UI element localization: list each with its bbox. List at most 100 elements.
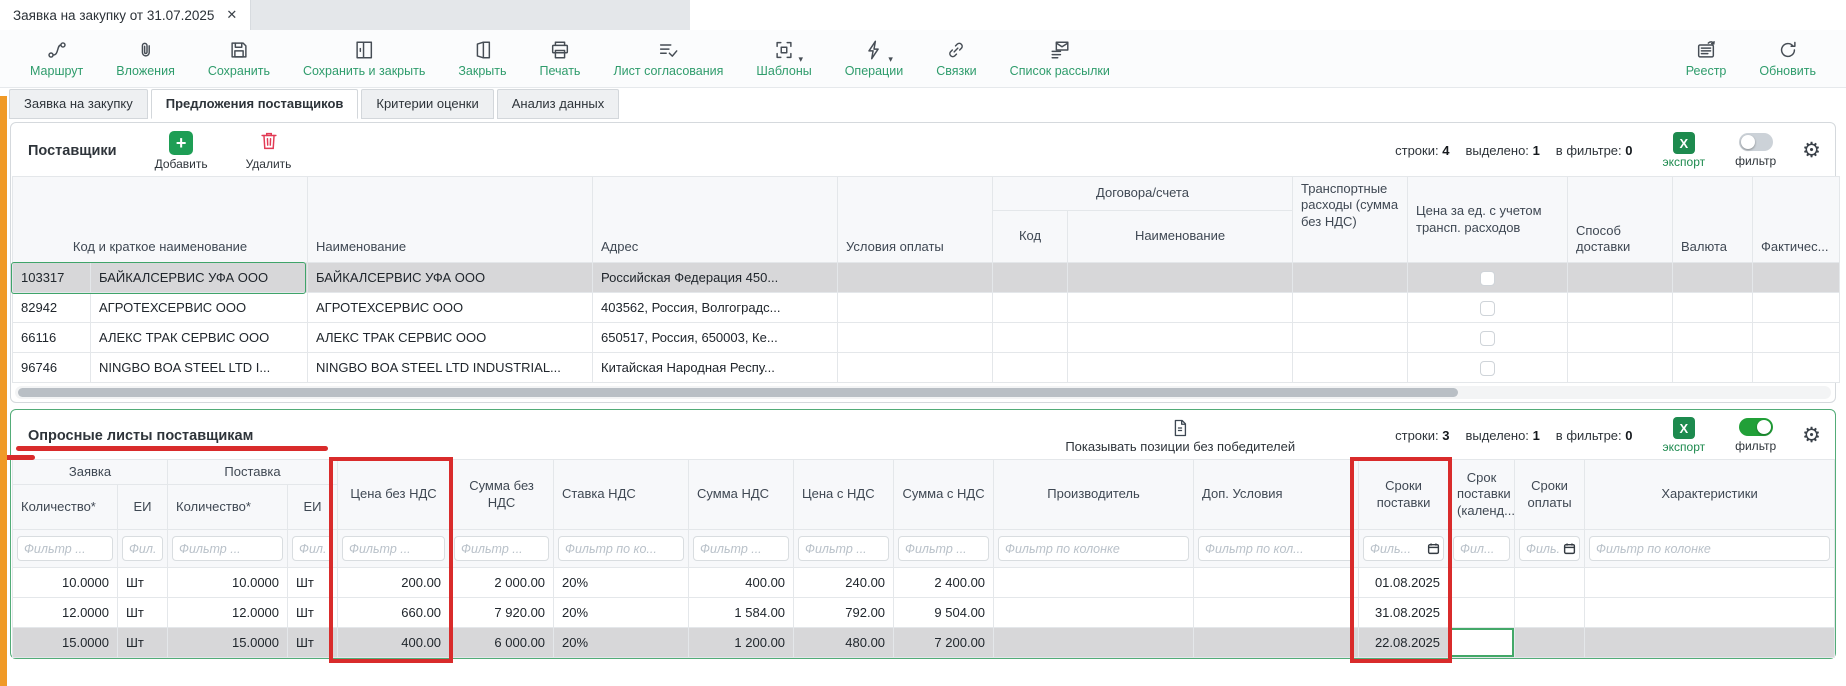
cell-code[interactable]: 96746 [12,352,91,383]
cell-sum-with-vat[interactable]: 7 200.00 [893,627,995,658]
toolbar-print-button[interactable]: Печать [540,39,580,78]
cell-address[interactable]: 650517, Россия, 650003, Ке... [592,322,838,353]
cell-delivery-term-calendar-focused[interactable] [1448,627,1516,658]
toolbar-route-button[interactable]: Маршрут [30,39,83,78]
cell-currency[interactable] [1672,352,1753,383]
cell-delivery-method[interactable] [1567,322,1673,353]
cell-vat-rate[interactable]: 20% [553,567,690,598]
cell-sum-with-vat[interactable]: 9 504.00 [893,597,995,628]
cell-vat-sum[interactable]: 400.00 [688,567,795,598]
checkbox[interactable] [1480,270,1495,286]
supplier-row[interactable]: 82942 АГРОТЕХСЕРВИС ООО АГРОТЕХСЕРВИС ОО… [12,292,1840,323]
cell-quantity-supply[interactable]: 10.0000 [167,567,289,598]
cell-price-with-vat[interactable]: 240.00 [793,567,895,598]
toolbar-close-button[interactable]: Закрыть [458,39,507,78]
gear-icon[interactable]: ⚙ [1802,139,1821,162]
cell-short-name[interactable]: БАЙКАЛСЕРВИС УФА ООО [90,262,308,293]
cell-extra-conditions[interactable] [1193,597,1360,628]
cell-transport-costs[interactable] [1292,322,1408,353]
cell-short-name[interactable]: АЛЕКС ТРАК СЕРВИС ООО [90,322,308,353]
cell-quantity-supply[interactable]: 15.0000 [167,627,289,658]
cell-delivery-date[interactable]: 22.08.2025 [1358,627,1450,658]
cell-price-with-vat[interactable]: 792.00 [793,597,895,628]
document-tab[interactable]: Заявка на закупку от 31.07.2025 ✕ [0,0,252,30]
cell-delivery-date[interactable]: 01.08.2025 [1358,567,1450,598]
cell-delivery-term-calendar[interactable] [1448,597,1516,628]
filter-input[interactable] [998,536,1190,561]
supplier-row[interactable]: 103317 БАЙКАЛСЕРВИС УФА ООО БАЙКАЛСЕРВИС… [12,262,1840,293]
filter-input[interactable] [342,536,446,561]
gear-icon[interactable]: ⚙ [1802,424,1821,447]
questionnaire-row[interactable]: 15.0000 Шт 15.0000 Шт 400.00 6 000.00 20… [12,627,1836,658]
filter-input[interactable] [693,536,790,561]
cell-characteristics[interactable] [1584,567,1836,598]
checkbox[interactable] [1480,360,1495,376]
cell-vat-sum[interactable]: 1 200.00 [688,627,795,658]
cell-extra-conditions[interactable] [1193,567,1360,598]
cell-manufacturer[interactable] [993,567,1195,598]
cell-quantity-request[interactable]: 15.0000 [12,627,118,658]
filter-date-input[interactable] [1519,536,1581,561]
cell-address[interactable]: Российская Федерация 450... [592,262,838,293]
cell-payment-terms[interactable] [837,322,993,353]
cell-vat-rate[interactable]: 20% [553,597,690,628]
cell-delivery-method[interactable] [1567,352,1673,383]
cell-manufacturer[interactable] [993,597,1195,628]
tab-predlozheniya-postavshchikov[interactable]: Предложения поставщиков [150,89,359,119]
cell-price-no-vat[interactable]: 400.00 [337,627,451,658]
cell-quantity-request[interactable]: 10.0000 [12,567,118,598]
filter-input[interactable] [454,536,550,561]
suppliers-export-button[interactable]: X экспорт [1663,132,1705,169]
filter-input[interactable] [292,536,334,561]
tab-kriterii-ocenki[interactable]: Критерии оценки [361,89,494,119]
cell-characteristics[interactable] [1584,597,1836,628]
cell-delivery-method[interactable] [1567,292,1673,323]
cell-manufacturer[interactable] [993,627,1195,658]
cell-actual[interactable] [1752,322,1840,353]
toolbar-save-and-close-button[interactable]: Сохранить и закрыть [303,39,425,78]
cell-contract-code[interactable] [992,262,1068,293]
cell-delivery-method[interactable] [1567,262,1673,293]
cell-contract-code[interactable] [992,292,1068,323]
cell-delivery-date[interactable]: 31.08.2025 [1358,597,1450,628]
cell-transport-costs[interactable] [1292,262,1408,293]
cell-extra-conditions[interactable] [1193,627,1360,658]
cell-price-no-vat[interactable]: 200.00 [337,567,451,598]
cell-payment-terms[interactable] [837,262,993,293]
cell-contract-name[interactable] [1067,352,1293,383]
cell-currency[interactable] [1672,292,1753,323]
filter-input[interactable] [17,536,113,561]
cell-contract-name[interactable] [1067,262,1293,293]
cell-payment-dates[interactable] [1514,627,1586,658]
toolbar-links-button[interactable]: Связки [936,39,977,78]
cell-unit-supply[interactable]: Шт [287,627,339,658]
cell-unit-request[interactable]: Шт [116,567,169,598]
toolbar-operations-button[interactable]: Операции [845,39,903,78]
cell-contract-code[interactable] [992,322,1068,353]
cell-name[interactable]: БАЙКАЛСЕРВИС УФА ООО [307,262,593,293]
cell-unit-request[interactable]: Шт [116,627,169,658]
filter-input[interactable] [898,536,990,561]
tab-zayavka-na-zakupku[interactable]: Заявка на закупку [9,89,148,119]
cell-address[interactable]: 403562, Россия, Волгоградс... [592,292,838,323]
cell-sum-no-vat[interactable]: 6 000.00 [449,627,555,658]
cell-payment-terms[interactable] [837,352,993,383]
cell-name[interactable]: АГРОТЕХСЕРВИС ООО [307,292,593,323]
toolbar-save-button[interactable]: Сохранить [208,39,270,78]
questionnaire-row[interactable]: 12.0000 Шт 12.0000 Шт 660.00 7 920.00 20… [12,597,1836,628]
cell-currency[interactable] [1672,322,1753,353]
supplier-row[interactable]: 66116 АЛЕКС ТРАК СЕРВИС ООО АЛЕКС ТРАК С… [12,322,1840,353]
cell-actual[interactable] [1752,352,1840,383]
filter-input[interactable] [1453,536,1511,561]
cell-delivery-term-calendar[interactable] [1448,567,1516,598]
cell-code[interactable]: 103317 [12,262,91,293]
cell-sum-no-vat[interactable]: 7 920.00 [449,597,555,628]
scrollbar-thumb[interactable] [18,388,1458,397]
supplier-row[interactable]: 96746 NINGBO BOA STEEL LTD I... NINGBO B… [12,352,1840,383]
checkbox[interactable] [1480,330,1495,346]
cell-unit-request[interactable]: Шт [116,597,169,628]
cell-currency[interactable] [1672,262,1753,293]
tab-analiz-dannyh[interactable]: Анализ данных [496,89,620,119]
checkbox[interactable] [1480,300,1495,316]
toolbar-mailing-list-button[interactable]: Список рассылки [1010,39,1110,78]
